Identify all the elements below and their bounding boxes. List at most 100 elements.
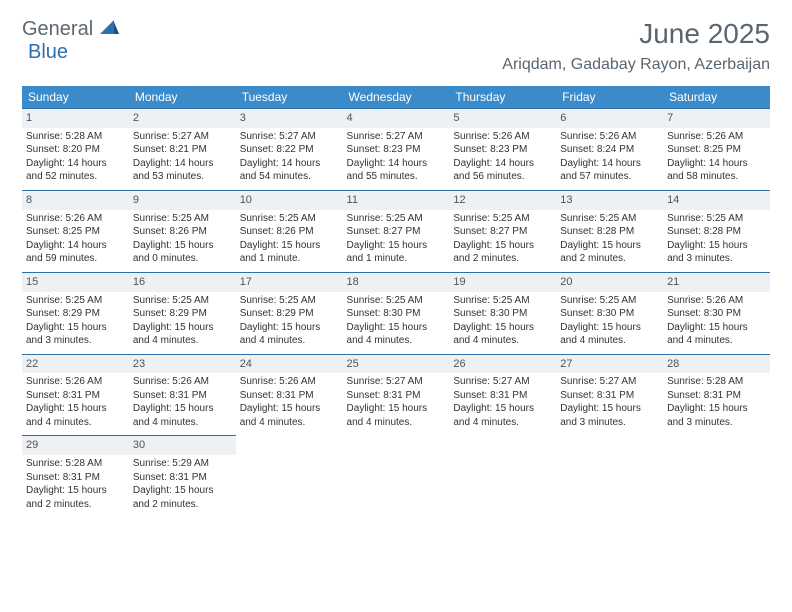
daylight-line: Daylight: 15 hours and 4 minutes. — [133, 402, 232, 429]
header: General June 2025 Ariqdam, Gadabay Rayon… — [0, 0, 792, 78]
sunset-line: Sunset: 8:29 PM — [133, 307, 232, 321]
sunrise-line: Sunrise: 5:25 AM — [240, 212, 339, 226]
daylight-line: Daylight: 15 hours and 4 minutes. — [347, 402, 446, 429]
sunrise-line: Sunrise: 5:25 AM — [560, 212, 659, 226]
daylight-line: Daylight: 14 hours and 55 minutes. — [347, 157, 446, 184]
col-thursday: Thursday — [449, 86, 556, 109]
calendar-cell: 29Sunrise: 5:28 AMSunset: 8:31 PMDayligh… — [22, 436, 129, 517]
day-number: 23 — [129, 355, 236, 374]
sunset-line: Sunset: 8:29 PM — [240, 307, 339, 321]
day-number: 24 — [236, 355, 343, 374]
daylight-line: Daylight: 15 hours and 4 minutes. — [26, 402, 125, 429]
day-number: 1 — [22, 109, 129, 128]
day-number: 3 — [236, 109, 343, 128]
calendar-cell: 19Sunrise: 5:25 AMSunset: 8:30 PMDayligh… — [449, 272, 556, 354]
sunset-line: Sunset: 8:31 PM — [26, 389, 125, 403]
calendar-cell: 1Sunrise: 5:28 AMSunset: 8:20 PMDaylight… — [22, 109, 129, 191]
day-number: 18 — [343, 273, 450, 292]
sunrise-line: Sunrise: 5:27 AM — [240, 130, 339, 144]
day-number: 4 — [343, 109, 450, 128]
day-number: 5 — [449, 109, 556, 128]
calendar-cell: 2Sunrise: 5:27 AMSunset: 8:21 PMDaylight… — [129, 109, 236, 191]
calendar-cell: 26Sunrise: 5:27 AMSunset: 8:31 PMDayligh… — [449, 354, 556, 436]
calendar-cell — [663, 436, 770, 517]
daylight-line: Daylight: 14 hours and 57 minutes. — [560, 157, 659, 184]
calendar-row: 8Sunrise: 5:26 AMSunset: 8:25 PMDaylight… — [22, 190, 770, 272]
col-friday: Friday — [556, 86, 663, 109]
col-sunday: Sunday — [22, 86, 129, 109]
calendar-cell: 24Sunrise: 5:26 AMSunset: 8:31 PMDayligh… — [236, 354, 343, 436]
sunset-line: Sunset: 8:22 PM — [240, 143, 339, 157]
day-number: 22 — [22, 355, 129, 374]
sunset-line: Sunset: 8:27 PM — [347, 225, 446, 239]
sunrise-line: Sunrise: 5:25 AM — [560, 294, 659, 308]
daylight-line: Daylight: 14 hours and 59 minutes. — [26, 239, 125, 266]
day-number: 11 — [343, 191, 450, 210]
sunrise-line: Sunrise: 5:26 AM — [26, 375, 125, 389]
daylight-line: Daylight: 14 hours and 56 minutes. — [453, 157, 552, 184]
calendar-cell: 23Sunrise: 5:26 AMSunset: 8:31 PMDayligh… — [129, 354, 236, 436]
col-wednesday: Wednesday — [343, 86, 450, 109]
calendar-cell: 5Sunrise: 5:26 AMSunset: 8:23 PMDaylight… — [449, 109, 556, 191]
daylight-line: Daylight: 15 hours and 2 minutes. — [453, 239, 552, 266]
sunset-line: Sunset: 8:28 PM — [667, 225, 766, 239]
daylight-line: Daylight: 15 hours and 4 minutes. — [453, 402, 552, 429]
day-number: 12 — [449, 191, 556, 210]
calendar-cell: 15Sunrise: 5:25 AMSunset: 8:29 PMDayligh… — [22, 272, 129, 354]
day-number: 2 — [129, 109, 236, 128]
daylight-line: Daylight: 14 hours and 54 minutes. — [240, 157, 339, 184]
daylight-line: Daylight: 15 hours and 3 minutes. — [26, 321, 125, 348]
calendar-cell: 21Sunrise: 5:26 AMSunset: 8:30 PMDayligh… — [663, 272, 770, 354]
sunrise-line: Sunrise: 5:26 AM — [133, 375, 232, 389]
day-number: 7 — [663, 109, 770, 128]
calendar-cell: 25Sunrise: 5:27 AMSunset: 8:31 PMDayligh… — [343, 354, 450, 436]
sunrise-line: Sunrise: 5:25 AM — [240, 294, 339, 308]
calendar-table: Sunday Monday Tuesday Wednesday Thursday… — [22, 86, 770, 517]
daylight-line: Daylight: 15 hours and 3 minutes. — [667, 402, 766, 429]
day-number: 28 — [663, 355, 770, 374]
sunset-line: Sunset: 8:30 PM — [560, 307, 659, 321]
calendar-cell: 6Sunrise: 5:26 AMSunset: 8:24 PMDaylight… — [556, 109, 663, 191]
calendar-row: 29Sunrise: 5:28 AMSunset: 8:31 PMDayligh… — [22, 436, 770, 517]
sunrise-line: Sunrise: 5:26 AM — [667, 130, 766, 144]
day-number: 30 — [129, 436, 236, 455]
sunrise-line: Sunrise: 5:25 AM — [347, 212, 446, 226]
daylight-line: Daylight: 15 hours and 2 minutes. — [560, 239, 659, 266]
sunrise-line: Sunrise: 5:26 AM — [240, 375, 339, 389]
day-number: 15 — [22, 273, 129, 292]
calendar-body: 1Sunrise: 5:28 AMSunset: 8:20 PMDaylight… — [22, 109, 770, 518]
sunrise-line: Sunrise: 5:28 AM — [26, 457, 125, 471]
day-number: 19 — [449, 273, 556, 292]
daylight-line: Daylight: 14 hours and 53 minutes. — [133, 157, 232, 184]
sunset-line: Sunset: 8:31 PM — [26, 471, 125, 485]
calendar-cell: 16Sunrise: 5:25 AMSunset: 8:29 PMDayligh… — [129, 272, 236, 354]
calendar-cell: 30Sunrise: 5:29 AMSunset: 8:31 PMDayligh… — [129, 436, 236, 517]
calendar-row: 22Sunrise: 5:26 AMSunset: 8:31 PMDayligh… — [22, 354, 770, 436]
calendar-cell: 22Sunrise: 5:26 AMSunset: 8:31 PMDayligh… — [22, 354, 129, 436]
daylight-line: Daylight: 15 hours and 4 minutes. — [667, 321, 766, 348]
location: Ariqdam, Gadabay Rayon, Azerbaijan — [502, 56, 770, 74]
sunrise-line: Sunrise: 5:27 AM — [560, 375, 659, 389]
calendar-cell: 14Sunrise: 5:25 AMSunset: 8:28 PMDayligh… — [663, 190, 770, 272]
daylight-line: Daylight: 15 hours and 4 minutes. — [453, 321, 552, 348]
calendar-cell — [556, 436, 663, 517]
logo-sail-icon — [98, 18, 120, 41]
day-number: 26 — [449, 355, 556, 374]
calendar-cell: 20Sunrise: 5:25 AMSunset: 8:30 PMDayligh… — [556, 272, 663, 354]
sunrise-line: Sunrise: 5:25 AM — [133, 294, 232, 308]
sunrise-line: Sunrise: 5:26 AM — [667, 294, 766, 308]
day-number: 17 — [236, 273, 343, 292]
daylight-line: Daylight: 15 hours and 2 minutes. — [26, 484, 125, 511]
logo-text-blue-wrap: Blue — [29, 41, 68, 64]
daylight-line: Daylight: 15 hours and 4 minutes. — [347, 321, 446, 348]
month-title: June 2025 — [502, 18, 770, 50]
sunrise-line: Sunrise: 5:28 AM — [667, 375, 766, 389]
sunrise-line: Sunrise: 5:25 AM — [453, 294, 552, 308]
logo: General — [22, 18, 122, 41]
sunrise-line: Sunrise: 5:25 AM — [667, 212, 766, 226]
sunset-line: Sunset: 8:31 PM — [453, 389, 552, 403]
daylight-line: Daylight: 15 hours and 1 minute. — [347, 239, 446, 266]
day-number: 27 — [556, 355, 663, 374]
daylight-line: Daylight: 15 hours and 1 minute. — [240, 239, 339, 266]
day-number: 20 — [556, 273, 663, 292]
